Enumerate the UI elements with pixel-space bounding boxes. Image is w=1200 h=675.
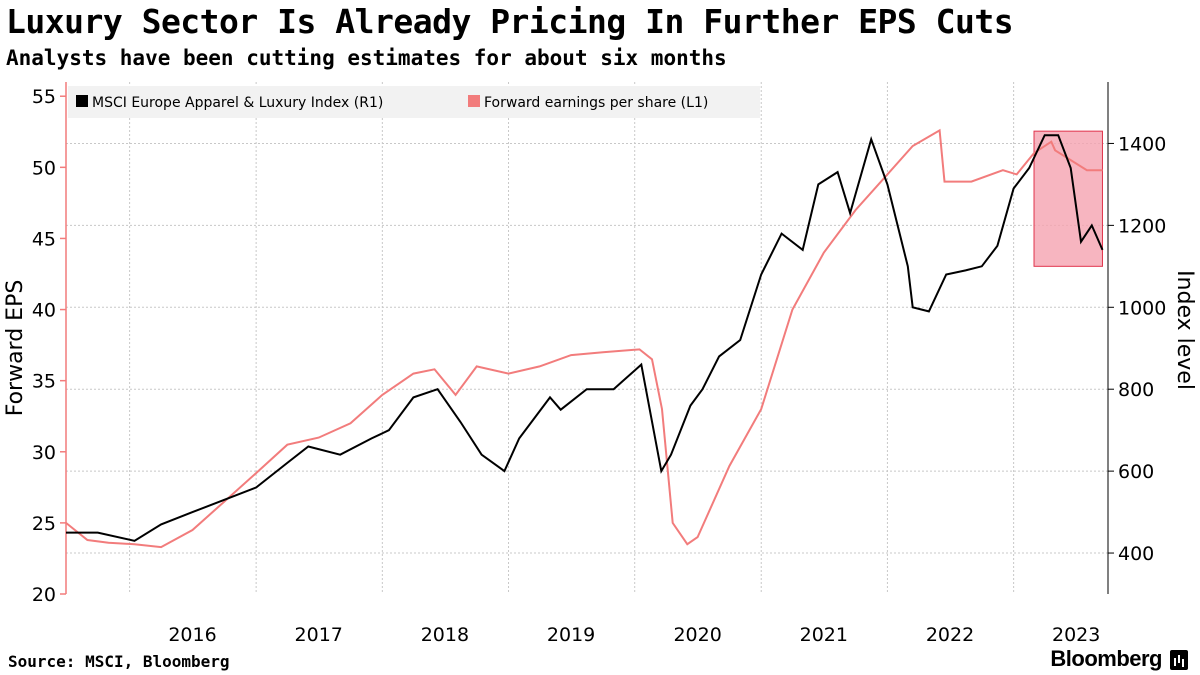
- left-axis-tick-label: 55: [32, 86, 56, 108]
- left-axis-tick-label: 45: [32, 228, 56, 250]
- right-axis-tick-label: 1200: [1118, 215, 1166, 237]
- left-axis-tick-label: 30: [32, 442, 56, 464]
- y-axis-title-right: Index level: [1172, 270, 1197, 390]
- eps-series-line: [65, 128, 1103, 549]
- left-axis: 20 25 30 35 40 45 50 55: [32, 82, 67, 606]
- legend-swatch: [468, 95, 480, 107]
- x-axis-tick-label: 2016: [168, 624, 216, 646]
- source-note: Source: MSCI, Bloomberg: [8, 652, 230, 671]
- right-axis-tick-label: 800: [1118, 379, 1154, 401]
- bloomberg-terminal-icon: [1170, 650, 1188, 670]
- right-axis-tick-label: 1000: [1118, 297, 1166, 319]
- left-axis-tick-label: 50: [32, 157, 56, 179]
- chart-subtitle: Analysts have been cutting estimates for…: [6, 46, 727, 70]
- right-axis-tick-label: 600: [1118, 461, 1154, 483]
- legend-background: [68, 86, 760, 118]
- x-axis: 2016 2017 2018 2019 2020 2021 2022 2023: [168, 624, 1100, 646]
- x-axis-tick-label: 2019: [547, 624, 595, 646]
- index-series-line: [66, 134, 1104, 542]
- legend: MSCI Europe Apparel & Luxury Index (R1) F…: [68, 86, 760, 118]
- x-axis-tick-label: 2020: [673, 624, 721, 646]
- right-axis: 400 600 800 1000 1200 1400: [1107, 82, 1166, 594]
- x-axis-tick-label: 2023: [1052, 624, 1100, 646]
- x-axis-tick-label: 2021: [800, 624, 848, 646]
- brand-logo: Bloomberg: [1050, 646, 1162, 671]
- legend-swatch: [76, 95, 88, 107]
- left-axis-tick-label: 25: [32, 513, 56, 535]
- grid-layer: [66, 82, 1108, 594]
- left-axis-tick-label: 40: [32, 300, 56, 322]
- chart-title: Luxury Sector Is Already Pricing In Furt…: [6, 2, 1014, 41]
- legend-label: MSCI Europe Apparel & Luxury Index (R1): [92, 95, 383, 111]
- right-axis-tick-label: 1400: [1118, 133, 1166, 155]
- y-axis-title-left: Forward EPS: [3, 280, 28, 417]
- right-axis-tick-label: 400: [1118, 543, 1154, 565]
- left-axis-tick-label: 20: [32, 584, 56, 606]
- x-axis-tick-label: 2022: [926, 624, 974, 646]
- highlight-box: [1033, 130, 1103, 267]
- x-axis-tick-label: 2018: [421, 624, 469, 646]
- left-axis-tick-label: 35: [32, 371, 56, 393]
- x-axis-tick-label: 2017: [295, 624, 343, 646]
- legend-label: Forward earnings per share (L1): [484, 95, 708, 111]
